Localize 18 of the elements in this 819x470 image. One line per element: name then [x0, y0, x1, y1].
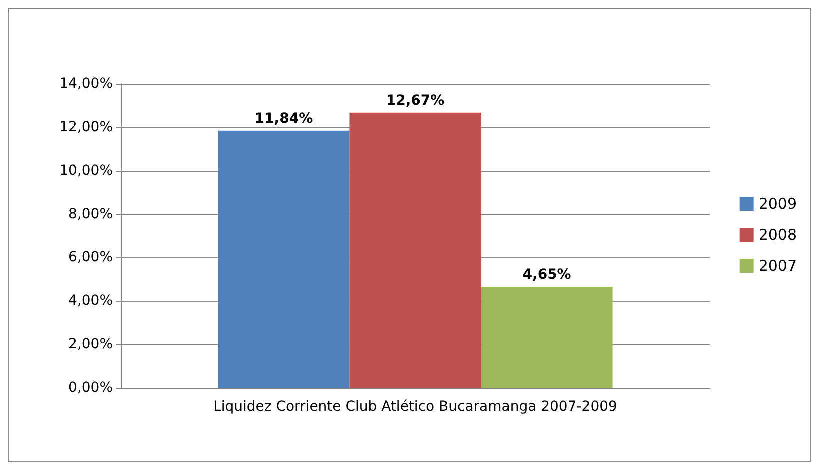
y-tick-label: 14,00%: [60, 76, 113, 92]
y-tick-label: 6,00%: [68, 250, 113, 266]
y-tick-label: 4,00%: [68, 293, 113, 310]
x-tick-label: Liquidez Corriente Club Atlético Bucaramanga 2007-2009: [214, 399, 618, 415]
y-tick-label: 12,00%: [60, 119, 113, 136]
y-tick-label: 8,00%: [68, 206, 113, 222]
bar: [218, 130, 350, 388]
bar: [481, 287, 613, 388]
data-label: 12,67%: [386, 92, 445, 109]
y-tick-label: 0,00%: [68, 380, 113, 396]
legend-label: 2009: [758, 195, 798, 213]
y-tick-label: 10,00%: [60, 162, 113, 179]
legend-label: 2007: [758, 257, 798, 275]
legend-label: 2008: [758, 226, 798, 244]
bar: [350, 112, 482, 388]
data-label: 11,84%: [254, 110, 314, 127]
y-tick-label: 2,00%: [68, 336, 113, 353]
data-label: 4,65%: [522, 267, 572, 284]
